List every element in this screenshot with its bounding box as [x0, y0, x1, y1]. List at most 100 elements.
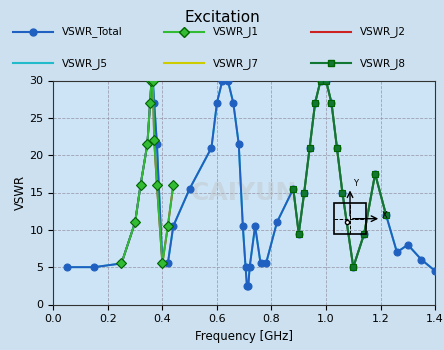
VSWR_J2	[119, 261, 124, 266]
VSWR_J8	[296, 231, 301, 236]
VSWR_J7	[361, 231, 367, 236]
VSWR_Total	[209, 146, 214, 150]
VSWR_J5	[147, 101, 153, 105]
VSWR_Total	[147, 101, 153, 105]
VSWR_Total	[240, 224, 246, 228]
VSWR_J8	[334, 146, 340, 150]
VSWR_Total	[274, 220, 280, 224]
VSWR_Total	[340, 190, 345, 195]
VSWR_Total	[214, 101, 220, 105]
VSWR_J7	[318, 78, 323, 83]
VSWR_Total	[296, 231, 301, 236]
VSWR_Total	[149, 78, 154, 83]
VSWR_J2	[149, 78, 154, 83]
VSWR_J8	[361, 231, 367, 236]
VSWR_J7	[329, 101, 334, 105]
VSWR_J5	[220, 78, 225, 83]
VSWR_Total	[151, 101, 157, 105]
VSWR_J5	[373, 172, 378, 176]
VSWR_Total	[145, 142, 150, 146]
VSWR_J5	[291, 187, 296, 191]
VSWR_J5	[243, 265, 248, 269]
VSWR_J5	[383, 213, 388, 217]
VSWR_J2	[160, 261, 165, 266]
VSWR_J1	[170, 183, 176, 187]
VSWR_J5	[214, 101, 220, 105]
VSWR_J1	[147, 101, 153, 105]
Text: VSWR_Total: VSWR_Total	[62, 26, 123, 37]
VSWR_J8	[323, 78, 329, 83]
VSWR_Total	[154, 142, 159, 146]
VSWR_J5	[301, 190, 307, 195]
VSWR_J5	[151, 101, 157, 105]
VSWR_J7	[373, 172, 378, 176]
VSWR_J5	[307, 146, 312, 150]
VSWR_J5	[187, 187, 192, 191]
VSWR_J7	[291, 187, 296, 191]
VSWR_Total	[247, 265, 252, 269]
VSWR_J7	[307, 146, 312, 150]
VSWR_J2	[151, 138, 157, 142]
Text: VSWR_J2: VSWR_J2	[360, 26, 406, 37]
VSWR_J1	[165, 224, 170, 228]
VSWR_J5	[419, 258, 424, 262]
VSWR_J5	[253, 224, 258, 228]
VSWR_J5	[274, 220, 280, 224]
VSWR_J1	[160, 261, 165, 266]
VSWR_J5	[334, 146, 340, 150]
VSWR_J7	[323, 78, 329, 83]
VSWR_J5	[138, 183, 143, 187]
VSWR_J8	[329, 101, 334, 105]
Text: CAIYUN: CAIYUN	[191, 181, 297, 204]
VSWR_Total	[263, 261, 269, 266]
VSWR_Total	[220, 78, 225, 83]
VSWR_J5	[405, 243, 411, 247]
Text: X: X	[382, 211, 388, 220]
VSWR_Total	[258, 261, 263, 266]
VSWR_Total	[419, 258, 424, 262]
VSWR_Total	[313, 101, 318, 105]
VSWR_Total	[383, 213, 388, 217]
Line: VSWR_J8: VSWR_J8	[290, 77, 389, 271]
VSWR_J7	[351, 265, 356, 269]
VSWR_Total	[187, 187, 192, 191]
VSWR_J5	[329, 101, 334, 105]
VSWR_Total	[91, 265, 97, 269]
VSWR_Total	[253, 224, 258, 228]
VSWR_Total	[165, 261, 170, 266]
VSWR_J5	[263, 261, 269, 266]
VSWR_J5	[432, 269, 438, 273]
VSWR_Total	[329, 101, 334, 105]
Line: VSWR_J1: VSWR_J1	[118, 77, 177, 267]
Line: VSWR_J5: VSWR_J5	[67, 80, 435, 286]
VSWR_Total	[119, 261, 124, 266]
VSWR_J8	[318, 78, 323, 83]
VSWR_Total	[225, 78, 230, 83]
VSWR_J5	[258, 261, 263, 266]
VSWR_J5	[247, 265, 252, 269]
VSWR_J2	[165, 224, 170, 228]
Text: Y: Y	[353, 178, 358, 188]
VSWR_Total	[170, 224, 176, 228]
VSWR_J5	[340, 190, 345, 195]
VSWR_J5	[230, 101, 236, 105]
VSWR_J1	[138, 183, 143, 187]
Text: VSWR_J7: VSWR_J7	[213, 58, 259, 69]
VSWR_Total	[160, 261, 165, 266]
VSWR_J5	[132, 220, 138, 224]
VSWR_J2	[132, 220, 138, 224]
VSWR_J5	[318, 78, 323, 83]
VSWR_J8	[373, 172, 378, 176]
VSWR_J5	[91, 265, 97, 269]
VSWR_J7	[334, 146, 340, 150]
VSWR_Total	[150, 78, 155, 83]
VSWR_J7	[383, 213, 388, 217]
VSWR_J5	[240, 224, 246, 228]
VSWR_J5	[394, 250, 400, 254]
VSWR_J7	[313, 101, 318, 105]
VSWR_J1	[150, 78, 155, 83]
VSWR_Total	[318, 78, 323, 83]
VSWR_Total	[373, 172, 378, 176]
VSWR_J5	[149, 78, 154, 83]
VSWR_J8	[351, 265, 356, 269]
